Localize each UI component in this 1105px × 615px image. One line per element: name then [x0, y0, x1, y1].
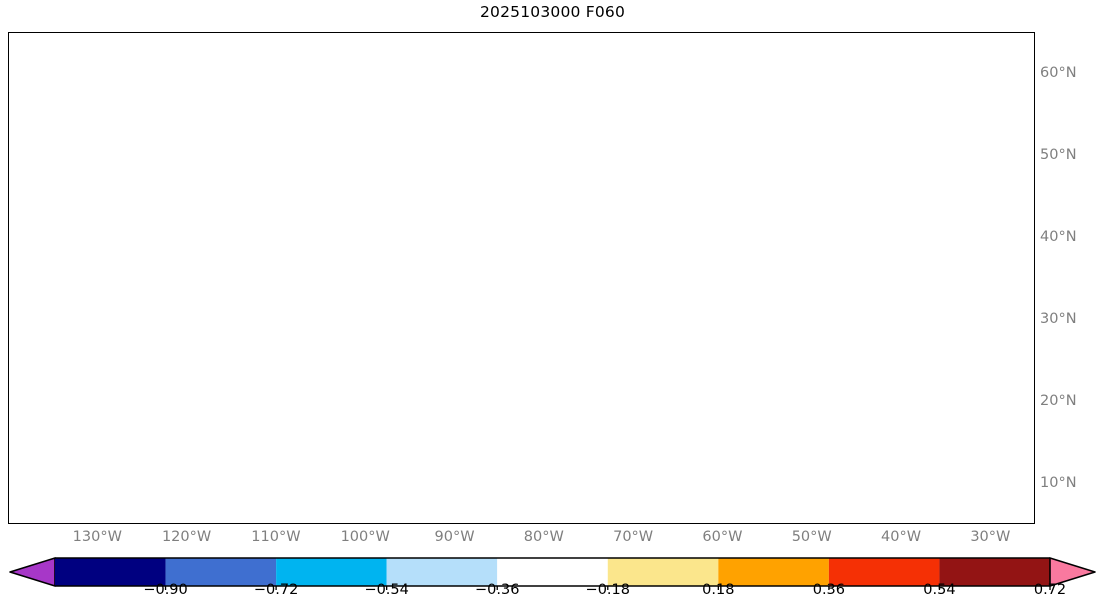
lat-tick-label-3: 40°N: [1040, 229, 1077, 245]
colorbar-tick-label-7: 0.54: [923, 582, 956, 598]
colorbar-tick-label-1: −0.72: [253, 582, 299, 598]
lon-tick-label-10: 30°W: [970, 529, 1011, 545]
lon-tick-label-9: 40°W: [881, 529, 922, 545]
colorbar-extend-over: [1049, 557, 1096, 587]
colorbar-tick-label-4: −0.18: [585, 582, 630, 598]
lon-tick-label-8: 50°W: [791, 529, 832, 545]
map-panel: 5220528052805260534055205520540054605580…: [8, 32, 1035, 524]
colorbar-tick-label-3: −0.36: [475, 582, 520, 598]
colorbar-band-3: [386, 558, 498, 586]
lon-tick-label-1: 120°W: [161, 529, 212, 545]
lon-tick-label-4: 90°W: [434, 529, 475, 545]
lon-tick-label-5: 80°W: [523, 529, 564, 545]
lon-tick-label-0: 130°W: [72, 529, 122, 545]
colorbar-band-0: [55, 558, 166, 586]
lat-tick-label-1: 20°N: [1040, 393, 1077, 409]
lat-tick-label-5: 60°N: [1040, 65, 1077, 81]
colorbar-band-5: [607, 558, 719, 586]
colorbar-tick-label-8: 0.72: [1033, 582, 1067, 598]
colorbar-band-6: [718, 558, 829, 586]
lon-tick-label-7: 60°W: [702, 529, 743, 545]
page-title: 2025103000 F060: [479, 3, 626, 21]
colorbar-extend-under: [9, 557, 56, 587]
lat-tick-label-2: 30°N: [1040, 311, 1077, 327]
map-frame: [8, 32, 1035, 524]
colorbar-band-1: [165, 558, 277, 586]
colorbar-band-8: [939, 558, 1050, 586]
colorbar-band-2: [276, 558, 387, 586]
colorbar-tick-label-2: −0.54: [364, 582, 409, 598]
colorbar-canvas: [9, 557, 1096, 590]
lat-tick-label-4: 50°N: [1040, 147, 1077, 163]
colorbar-band-7: [828, 558, 940, 586]
colorbar-band-4: [497, 558, 608, 586]
colorbar-tick-label-5: 0.18: [702, 582, 735, 598]
colorbar-tick-label-6: 0.36: [812, 582, 846, 598]
lon-tick-label-3: 100°W: [340, 529, 390, 545]
colorbar-tick-label-0: −0.90: [143, 582, 188, 598]
lat-tick-label-0: 10°N: [1040, 475, 1077, 491]
colorbar-outline: [55, 557, 1050, 587]
colorbar: −0.90 −0.72 −0.54 −0.36 −0.18 0.18 0.36 0.54 0.7…: [0, 556, 1105, 615]
lon-tick-label-6: 70°W: [613, 529, 654, 545]
lon-tick-label-2: 110°W: [251, 529, 301, 545]
